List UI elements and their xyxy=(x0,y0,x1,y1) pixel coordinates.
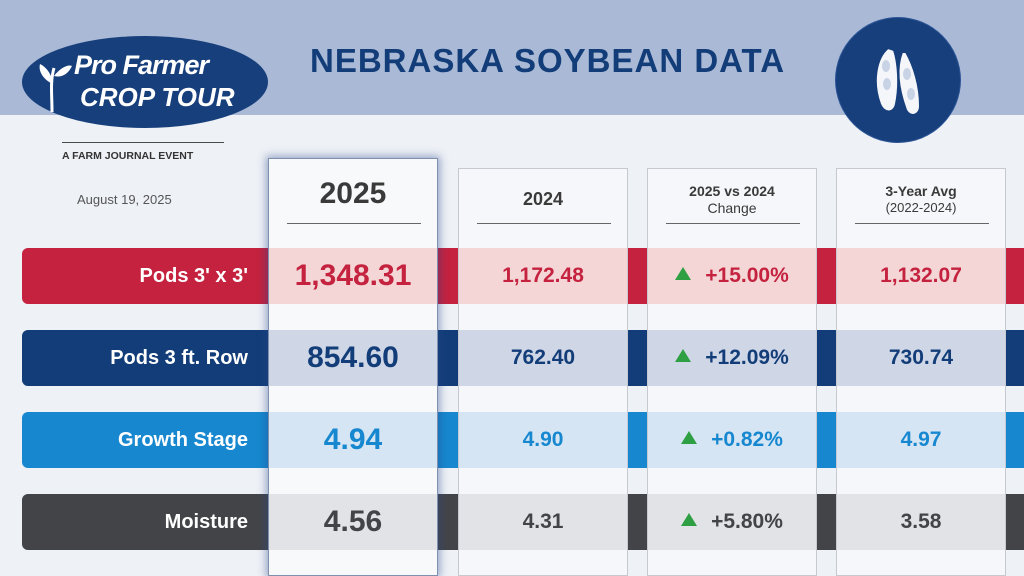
logo-line2: CROP TOUR xyxy=(80,82,235,112)
cell-v2024: 762.40 xyxy=(459,330,627,386)
change-value: +15.00% xyxy=(705,264,789,287)
column-subheader-avg: (2022-2024) xyxy=(885,200,957,215)
pro-farmer-logo: Pro Farmer CROP TOUR xyxy=(22,36,268,128)
tagline: A FARM JOURNAL EVENT xyxy=(62,150,194,162)
column-header-2025: 2025 xyxy=(319,177,387,210)
cell-change: +15.00% xyxy=(648,248,816,304)
cell-v2024: 4.90 xyxy=(459,412,627,468)
row-label: Pods 3' x 3' xyxy=(139,265,248,287)
cell-v2024: 4.31 xyxy=(459,494,627,550)
date-label: August 19, 2025 xyxy=(77,192,172,207)
row-label: Growth Stage xyxy=(117,429,248,451)
logo-line1: Pro Farmer xyxy=(74,50,209,80)
change-value: +12.09% xyxy=(705,346,789,369)
cell-avg: 4.97 xyxy=(837,412,1005,468)
divider xyxy=(62,142,224,143)
change-value: +0.82% xyxy=(711,428,783,451)
soybean-badge xyxy=(836,18,960,142)
cell-v2025: 4.94 xyxy=(269,412,437,468)
page-title: NEBRASKA SOYBEAN DATA xyxy=(310,42,786,79)
header-rule xyxy=(855,223,989,224)
row-label: Moisture xyxy=(164,511,248,533)
header-rule xyxy=(287,223,421,224)
column-header-avg: 3-Year Avg xyxy=(885,183,957,199)
cell-change: +0.82% xyxy=(648,412,816,468)
column-header-change: 2025 vs 2024 xyxy=(689,183,775,199)
cell-v2025: 1,348.31 xyxy=(269,248,437,304)
soybean-icon xyxy=(874,40,922,116)
cell-avg: 1,132.07 xyxy=(837,248,1005,304)
cell-avg: 730.74 xyxy=(837,330,1005,386)
sprout-icon xyxy=(39,64,72,113)
header-rule xyxy=(477,223,611,224)
cell-avg: 3.58 xyxy=(837,494,1005,550)
cell-v2025: 854.60 xyxy=(269,330,437,386)
column-subheader-change: Change xyxy=(707,200,757,216)
up-arrow-icon xyxy=(675,348,692,362)
row-label: Pods 3 ft. Row xyxy=(110,347,248,369)
up-arrow-icon xyxy=(675,266,692,280)
cell-change: +12.09% xyxy=(648,330,816,386)
header-rule xyxy=(666,223,800,224)
column-header-2024: 2024 xyxy=(522,189,564,209)
cell-v2025: 4.56 xyxy=(269,494,437,550)
up-arrow-icon xyxy=(681,430,698,444)
change-value: +5.80% xyxy=(711,510,783,533)
cell-change: +5.80% xyxy=(648,494,816,550)
up-arrow-icon xyxy=(681,512,698,526)
cell-v2024: 1,172.48 xyxy=(459,248,627,304)
